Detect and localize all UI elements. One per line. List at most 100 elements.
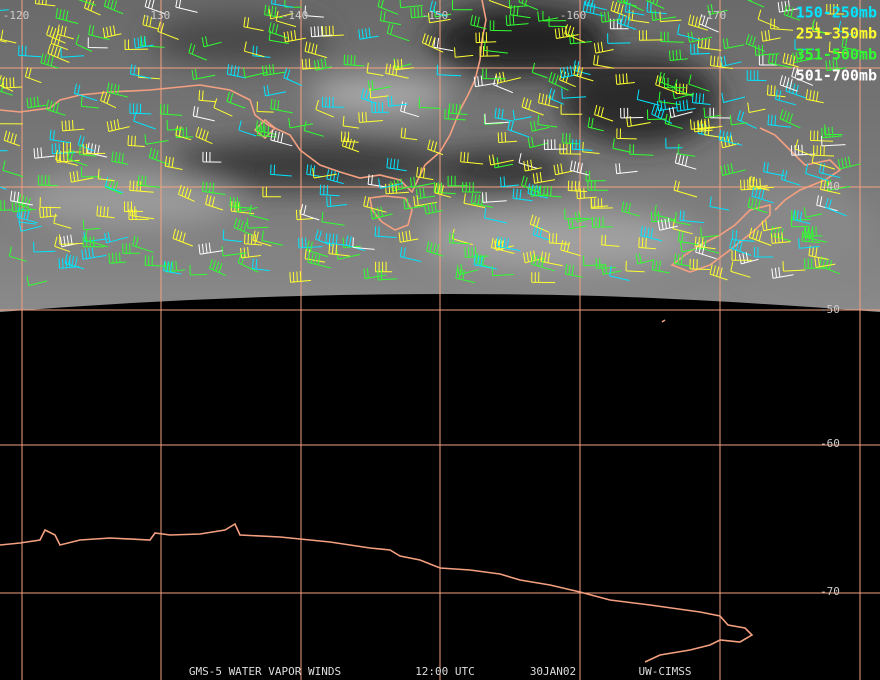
wind-barb <box>805 89 824 104</box>
wind-barb <box>814 256 836 268</box>
wind-barb <box>175 0 198 13</box>
wind-barb <box>518 0 538 11</box>
wind-barb <box>647 109 667 120</box>
wind-barb <box>325 232 348 246</box>
wind-barb <box>838 20 855 37</box>
wind-barb <box>574 211 593 223</box>
wind-barb <box>268 8 294 20</box>
wind-barb <box>593 41 614 54</box>
wind-barb <box>230 201 255 215</box>
wind-barb <box>370 206 393 220</box>
wind-barb <box>255 120 277 136</box>
wind-barb <box>703 107 722 118</box>
wind-barb <box>790 144 816 156</box>
wind-barb <box>321 211 345 226</box>
wind-barb <box>531 254 555 272</box>
wind-barb <box>132 235 154 253</box>
wind-barb <box>289 271 312 283</box>
wind-barb <box>571 139 593 151</box>
wind-barb <box>429 0 448 18</box>
wind-barb <box>505 14 529 26</box>
wind-barb <box>601 234 620 247</box>
wind-barb <box>213 98 233 117</box>
wind-barb <box>803 207 823 218</box>
wind-barb <box>828 41 848 54</box>
wind-barb <box>247 218 269 229</box>
wind-barb <box>617 0 637 7</box>
wind-barb <box>564 264 583 278</box>
wind-barb <box>729 238 752 256</box>
wind-barb <box>559 65 580 79</box>
wind-barb <box>635 253 655 265</box>
wind-barb <box>103 0 124 15</box>
wind-barb <box>576 188 597 200</box>
wind-barb <box>84 0 101 16</box>
wind-barb <box>507 119 530 138</box>
wind-barb <box>144 255 166 267</box>
wind-barb <box>87 142 108 158</box>
wind-barb <box>300 203 320 221</box>
wind-barb <box>803 227 828 243</box>
wind-barb <box>548 88 564 105</box>
wind-barb <box>59 234 79 248</box>
wind-barb <box>494 107 514 122</box>
wind-barb <box>738 252 759 265</box>
wind-barb <box>768 53 792 68</box>
wind-barb <box>731 250 753 261</box>
wind-barb <box>198 90 216 103</box>
wind-barb <box>80 96 100 109</box>
wind-barb <box>37 174 58 187</box>
wind-barb <box>473 254 498 270</box>
wind-barb <box>205 194 224 211</box>
wind-barb <box>263 85 287 97</box>
wind-barb <box>455 268 475 284</box>
wind-barb <box>538 92 559 109</box>
wind-barb <box>81 247 107 260</box>
wind-barb <box>460 151 484 165</box>
wind-barb <box>601 263 622 275</box>
wind-barb <box>321 25 344 37</box>
wind-barb <box>720 55 742 67</box>
wind-barb <box>617 13 637 30</box>
wind-barb <box>462 181 481 193</box>
wind-barb <box>410 6 429 19</box>
wind-barb <box>747 102 766 113</box>
wind-barb <box>434 183 452 198</box>
wind-barb <box>424 202 443 215</box>
wind-barb <box>413 195 438 207</box>
wind-barb <box>794 39 814 50</box>
wind-barb <box>826 4 845 15</box>
wind-barb <box>67 148 88 167</box>
wind-barb <box>674 212 691 226</box>
wind-barb <box>573 60 591 76</box>
wind-barb <box>770 232 791 244</box>
wind-barb <box>673 79 694 97</box>
wind-barb <box>655 75 678 94</box>
wind-barb <box>452 0 473 11</box>
wind-barb <box>449 232 470 245</box>
wind-barb <box>399 0 423 9</box>
wind-barb <box>721 92 746 103</box>
wind-barb <box>625 260 645 273</box>
wind-barb <box>148 147 169 165</box>
wind-barb <box>607 33 631 44</box>
wind-barb <box>475 32 497 44</box>
wind-barb <box>111 151 129 165</box>
wind-barb <box>463 193 486 209</box>
wind-barb <box>610 0 628 17</box>
wind-barb <box>444 108 466 121</box>
wind-barb <box>805 163 829 181</box>
wind-barb <box>763 161 785 177</box>
wind-barb <box>426 241 444 257</box>
wind-barb <box>747 0 765 8</box>
wind-barb <box>270 98 293 114</box>
wind-barb <box>0 123 23 125</box>
wind-barb <box>387 95 408 107</box>
wind-barb <box>794 139 813 157</box>
wind-barb <box>497 131 518 143</box>
wind-barb <box>198 242 223 255</box>
wind-barb <box>26 96 46 109</box>
wind-barb <box>783 5 801 21</box>
wind-barb <box>275 10 297 28</box>
wind-barb <box>295 209 314 221</box>
